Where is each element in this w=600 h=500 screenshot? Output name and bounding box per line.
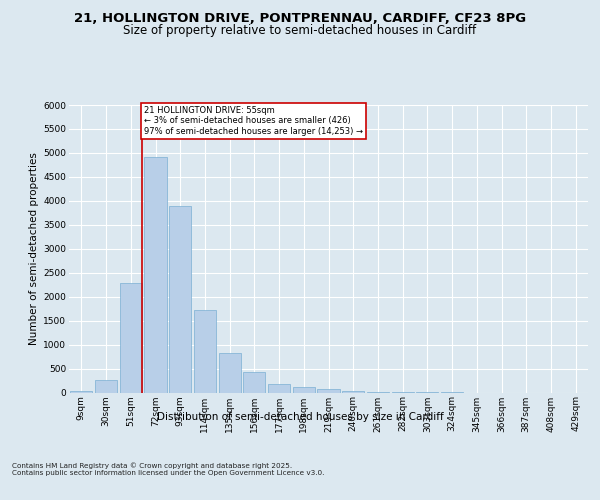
- Bar: [169, 206, 191, 392]
- Bar: [145, 157, 167, 392]
- Text: 21 HOLLINGTON DRIVE: 55sqm
← 3% of semi-detached houses are smaller (426)
97% of: 21 HOLLINGTON DRIVE: 55sqm ← 3% of semi-…: [144, 106, 363, 136]
- Bar: [293, 387, 315, 392]
- Bar: [70, 391, 92, 392]
- Bar: [95, 380, 117, 392]
- Bar: [218, 353, 241, 393]
- Bar: [119, 283, 142, 393]
- Text: Size of property relative to semi-detached houses in Cardiff: Size of property relative to semi-detach…: [124, 24, 476, 37]
- Bar: [342, 390, 364, 392]
- Bar: [194, 310, 216, 392]
- Bar: [268, 384, 290, 392]
- Text: Distribution of semi-detached houses by size in Cardiff: Distribution of semi-detached houses by …: [157, 412, 443, 422]
- Text: Contains HM Land Registry data © Crown copyright and database right 2025.
Contai: Contains HM Land Registry data © Crown c…: [12, 462, 325, 476]
- Y-axis label: Number of semi-detached properties: Number of semi-detached properties: [29, 152, 39, 345]
- Text: 21, HOLLINGTON DRIVE, PONTPRENNAU, CARDIFF, CF23 8PG: 21, HOLLINGTON DRIVE, PONTPRENNAU, CARDI…: [74, 12, 526, 26]
- Bar: [243, 372, 265, 392]
- Bar: [317, 390, 340, 392]
